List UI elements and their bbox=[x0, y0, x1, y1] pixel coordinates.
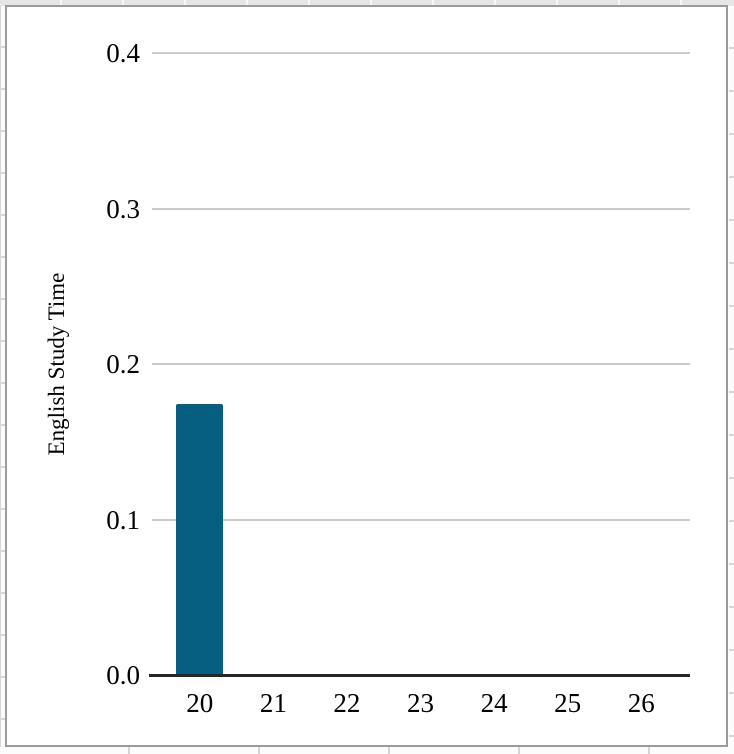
y-gridline bbox=[152, 518, 690, 521]
x-tick-label: 24 bbox=[480, 688, 508, 718]
bar-chart-canvas: English Study Time 0.0 0.1 0.2 0.3 0.4 20 21 22… bbox=[5, 5, 728, 747]
y-axis-title: English Study Time bbox=[44, 272, 69, 456]
y-tick-label: 0.4 bbox=[106, 38, 140, 68]
y-tick-label: 0.0 bbox=[106, 660, 140, 690]
y-gridline bbox=[152, 207, 690, 210]
x-tick-label: 22 bbox=[333, 688, 361, 718]
x-tick-label: 26 bbox=[627, 688, 655, 718]
x-tick-label: 20 bbox=[186, 688, 214, 718]
x-axis-line bbox=[149, 674, 690, 677]
x-tick-label: 21 bbox=[259, 688, 287, 718]
spreadsheet-backdrop-left bbox=[0, 6, 5, 754]
y-tick-label: 0.2 bbox=[106, 349, 140, 379]
spreadsheet-backdrop-right bbox=[729, 6, 734, 754]
y-tick-label: 0.1 bbox=[106, 504, 140, 535]
y-gridline bbox=[152, 363, 690, 365]
bar-20 bbox=[176, 404, 224, 675]
x-tick-label: 25 bbox=[554, 688, 582, 718]
y-gridline bbox=[152, 52, 690, 54]
spreadsheet-backdrop-top bbox=[0, 0, 734, 6]
spreadsheet-backdrop-bottom bbox=[0, 747, 734, 754]
x-tick-label: 23 bbox=[406, 688, 434, 718]
y-tick-label: 0.3 bbox=[106, 193, 140, 224]
